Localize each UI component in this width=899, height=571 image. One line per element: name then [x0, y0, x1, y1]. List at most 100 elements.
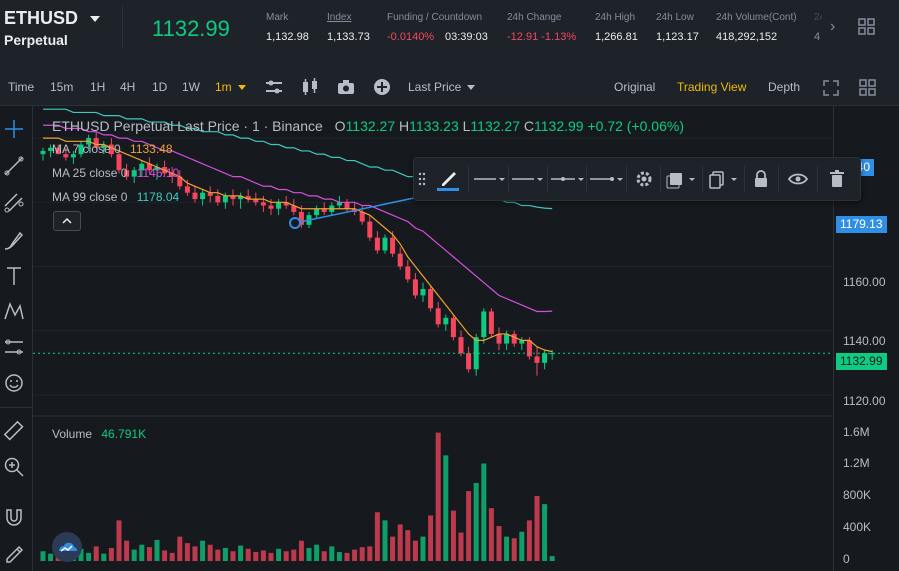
magnet-icon[interactable]: [3, 506, 25, 528]
toolbar-separator: [586, 166, 587, 192]
price-scale[interactable]: [833, 106, 899, 571]
line-width-button[interactable]: [510, 166, 544, 192]
brush-icon[interactable]: [3, 229, 25, 251]
price-type-caret-icon[interactable]: [467, 85, 475, 90]
volume-bar: [428, 515, 434, 561]
pattern-icon[interactable]: [3, 300, 25, 322]
symbol-dropdown-icon[interactable]: [90, 16, 100, 22]
volume-bar: [116, 520, 122, 561]
legend-collapse-button[interactable]: [53, 211, 81, 231]
indicator-settings-icon[interactable]: [264, 79, 284, 95]
lock-button[interactable]: [750, 166, 772, 192]
stat-funding-countdown: 03:39:03: [445, 31, 488, 43]
drag-handle-icon[interactable]: [416, 166, 428, 192]
tradingview-logo-button[interactable]: [52, 532, 82, 562]
candle: [359, 211, 365, 222]
ma7-line: [43, 137, 553, 353]
volume-bar: [48, 553, 54, 561]
copy-icon: [709, 171, 737, 189]
toolbar-separator: [817, 166, 818, 192]
volume-bar: [200, 540, 206, 561]
volume-bar: [397, 524, 403, 561]
volume-bar: [390, 536, 396, 561]
interval-1d[interactable]: 1D: [152, 80, 168, 94]
volume-bar: [488, 508, 494, 561]
candle: [542, 353, 548, 363]
line-start-button[interactable]: [549, 166, 585, 192]
emoji-icon[interactable]: [3, 372, 25, 394]
candle: [207, 192, 213, 196]
ma25-value: 1146.10: [136, 166, 180, 180]
zoom-in-icon[interactable]: [3, 456, 25, 478]
text-icon[interactable]: [3, 265, 25, 287]
candle: [124, 170, 130, 177]
lock-drawing-icon[interactable]: [3, 541, 25, 563]
legend-ma7[interactable]: MA 7 close 0 1133.48: [52, 142, 173, 156]
legend-ma25[interactable]: MA 25 close 0 1146.10: [52, 166, 179, 180]
line-style-button[interactable]: [472, 166, 506, 192]
interval-caret-icon[interactable]: [238, 85, 246, 90]
candle: [549, 353, 555, 355]
candle: [397, 253, 403, 267]
volume-bar: [291, 549, 297, 561]
candle: [93, 138, 99, 148]
interval-1h[interactable]: 1H: [90, 80, 106, 94]
candle: [146, 163, 152, 171]
scroll-right-icon[interactable]: ›: [830, 18, 836, 35]
eye-icon: [787, 173, 809, 185]
price-tick: 1120.00: [843, 394, 886, 408]
candle: [78, 144, 84, 155]
add-indicator-icon[interactable]: [373, 78, 391, 96]
interval-1m[interactable]: 1m: [215, 80, 232, 94]
camera-icon[interactable]: [337, 79, 355, 95]
line-color-button[interactable]: [434, 166, 462, 192]
candle: [260, 202, 266, 206]
view-original[interactable]: Original: [614, 80, 656, 94]
trend-line-icon[interactable]: [3, 155, 25, 177]
candle-type-icon[interactable]: [300, 78, 320, 96]
volume-bar: [162, 550, 168, 561]
volume-bar: [329, 546, 335, 561]
volume-bar: [184, 543, 190, 561]
template-button[interactable]: [664, 166, 698, 192]
candle: [450, 317, 456, 338]
price-chart[interactable]: [33, 106, 833, 571]
candle: [435, 308, 441, 325]
candle: [504, 333, 510, 344]
price-type-select[interactable]: Last Price: [408, 80, 462, 94]
layout-grid-icon[interactable]: [858, 18, 876, 36]
toolbar-separator: [660, 166, 661, 192]
candle: [291, 205, 297, 212]
line-end-button[interactable]: [588, 166, 624, 192]
clone-button[interactable]: [706, 166, 740, 192]
interval-time[interactable]: Time: [8, 80, 35, 94]
candle: [443, 317, 449, 325]
candle: [367, 221, 373, 238]
ma7-value: 1133.48: [130, 142, 173, 156]
volume-bar: [139, 544, 145, 561]
measure-icon[interactable]: [3, 336, 25, 358]
fib-icon[interactable]: [3, 192, 25, 214]
delete-button[interactable]: [826, 166, 848, 192]
volume-legend: Volume 46.791K: [52, 427, 146, 441]
interval-15m[interactable]: 15m: [50, 80, 74, 94]
legend-ma99[interactable]: MA 99 close 0 1178.04: [52, 190, 179, 204]
crosshair-icon[interactable]: [3, 118, 25, 140]
candle: [519, 340, 525, 344]
chart-layout-icon[interactable]: [859, 79, 877, 97]
candle: [40, 150, 46, 155]
candle: [268, 205, 274, 209]
interval-1w[interactable]: 1W: [182, 80, 200, 94]
fullscreen-icon[interactable]: [823, 80, 839, 96]
view-depth[interactable]: Depth: [768, 80, 801, 94]
visibility-button[interactable]: [786, 166, 810, 192]
view-trading-view[interactable]: Trading View: [677, 80, 747, 94]
volume-bar: [78, 548, 84, 561]
symbol-name[interactable]: ETHUSD: [4, 8, 79, 28]
stat-index-label[interactable]: Index: [327, 12, 352, 23]
interval-4h[interactable]: 4H: [120, 80, 136, 94]
volume-bar: [420, 536, 426, 561]
ruler-icon[interactable]: [3, 420, 25, 442]
settings-button[interactable]: [632, 166, 656, 192]
legend-open-label: O: [334, 118, 346, 134]
